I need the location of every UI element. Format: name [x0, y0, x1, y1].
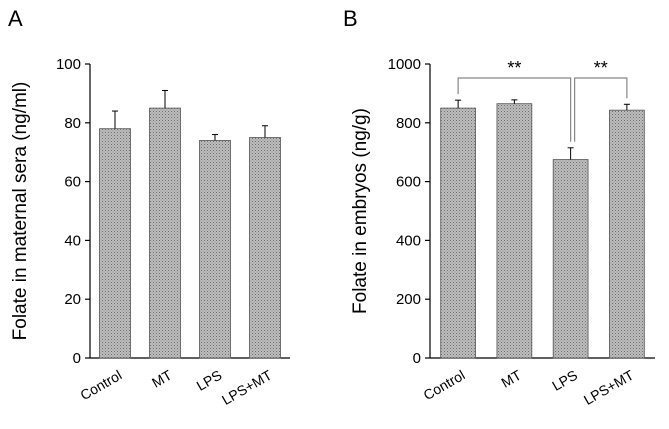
x-tick-label: LPS+MT [581, 367, 637, 409]
y-tick-label: 1000 [388, 56, 421, 73]
y-tick-label: 60 [64, 174, 81, 191]
bar-mt [496, 103, 533, 359]
x-tick-label: Control [77, 367, 124, 403]
bar-lps-mt [249, 137, 281, 359]
bar-control [440, 107, 476, 359]
y-axis-label: Folate in maternal sera (ng/ml) [10, 82, 31, 341]
significance-bracket [457, 77, 572, 142]
y-tick-label: 0 [413, 350, 421, 367]
panel-b: B Folate in embryos (ng/g) 0 200 400 600 800 10… [343, 6, 655, 408]
x-tick-label: Control [421, 367, 468, 403]
y-axis-label: Folate in embryos (ng/g) [350, 108, 371, 314]
y-tick-label: 80 [64, 115, 81, 132]
panel-label: B [343, 6, 358, 31]
y-tick-label: 100 [56, 56, 81, 73]
y-tick-label: 0 [73, 350, 81, 367]
y-tick-label: 200 [396, 291, 421, 308]
bar-lps [552, 159, 589, 359]
y-tick-label: 400 [396, 232, 421, 249]
bar-lps [199, 140, 231, 359]
y-tick-label: 600 [396, 174, 421, 191]
significance-label: ** [507, 58, 521, 78]
x-tick-label: MT [498, 367, 524, 391]
y-tick-label: 40 [64, 232, 81, 249]
significance-bracket [574, 77, 628, 142]
panel-a: A Folate in maternal sera (ng/ml) 0 20 40 60 8… [8, 6, 290, 408]
x-tick-label: LPS [194, 367, 225, 394]
panel-label: A [8, 6, 23, 31]
significance-label: ** [594, 58, 608, 78]
bar-mt [149, 107, 181, 359]
x-tick-label: MT [149, 367, 175, 391]
y-tick-label: 20 [64, 291, 81, 308]
x-tick-label: LPS [549, 367, 580, 394]
bar-lps-mt [609, 109, 645, 359]
y-tick-label: 800 [396, 115, 421, 132]
bar-control [99, 128, 131, 359]
x-tick-label: LPS+MT [219, 367, 275, 409]
